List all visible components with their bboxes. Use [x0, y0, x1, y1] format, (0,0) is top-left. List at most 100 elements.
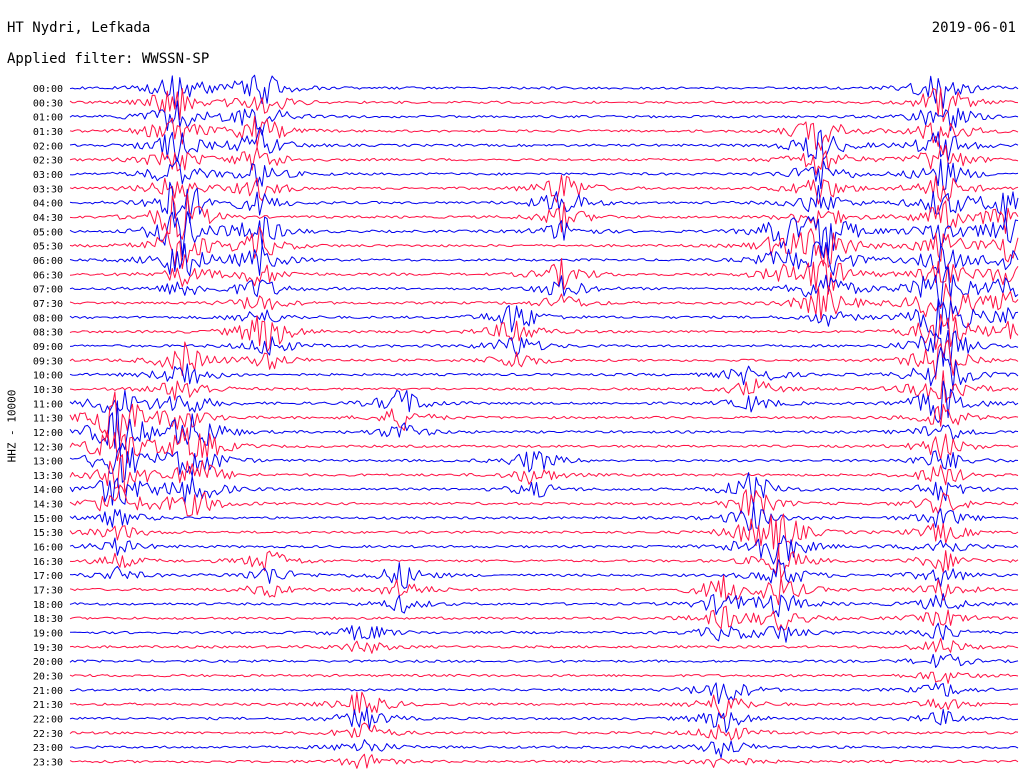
time-label-2000: 20:00 [33, 657, 63, 668]
time-label-0630: 06:30 [33, 270, 63, 281]
trace-1230 [69, 427, 1019, 464]
trace-1100 [69, 380, 1019, 423]
time-label-0200: 02:00 [33, 141, 63, 152]
trace-0700 [69, 266, 1019, 309]
trace-2200 [69, 707, 1019, 733]
time-label-0730: 07:30 [33, 299, 63, 310]
trace-0000 [69, 74, 1019, 109]
trace-0730 [69, 283, 1019, 322]
trace-0930 [69, 339, 1019, 380]
time-label-1730: 17:30 [33, 586, 63, 597]
time-label-1400: 14:00 [33, 485, 63, 496]
time-label-2330: 23:30 [33, 758, 63, 769]
trace-1800 [69, 593, 1019, 618]
trace-0900 [69, 329, 1019, 367]
time-label-1530: 15:30 [33, 528, 63, 539]
trace-0400 [69, 181, 1019, 224]
time-label-1700: 17:00 [33, 571, 63, 582]
time-label-2130: 21:30 [33, 700, 63, 711]
time-label-0400: 04:00 [33, 199, 63, 210]
time-label-2230: 22:30 [33, 729, 63, 740]
trace-1500 [69, 503, 1019, 531]
station-title: HT Nydri, Lefkada [7, 20, 151, 36]
trace-2100 [69, 682, 1018, 705]
trace-1730 [69, 574, 1019, 606]
time-label-0300: 03:00 [33, 170, 63, 181]
trace-1930 [69, 637, 1019, 654]
time-label-1630: 16:30 [33, 557, 63, 568]
time-label-1130: 11:30 [33, 414, 63, 425]
trace-0600 [69, 241, 1019, 277]
trace-0430 [69, 193, 1019, 240]
trace-1830 [69, 605, 1019, 631]
trace-0830 [69, 313, 1019, 353]
time-label-1200: 12:00 [33, 428, 63, 439]
time-tick-labels: 00:00 00:30 01:00 01:30 02:00 02:30 03:00 03:30… [33, 84, 63, 769]
time-label-0530: 05:30 [33, 242, 63, 253]
time-label-1100: 11:00 [33, 399, 63, 410]
time-label-1500: 15:00 [33, 514, 63, 525]
time-label-0900: 09:00 [33, 342, 63, 353]
trace-1630 [69, 548, 1019, 579]
time-label-0500: 05:00 [33, 227, 63, 238]
trace-1130 [69, 391, 1019, 442]
time-label-1230: 12:30 [33, 442, 63, 453]
trace-1600 [69, 535, 1019, 565]
time-label-0130: 01:30 [33, 127, 63, 138]
trace-2300 [69, 739, 1019, 759]
trace-0200 [69, 126, 1019, 162]
time-label-0230: 02:30 [33, 156, 63, 167]
time-label-0430: 04:30 [33, 213, 63, 224]
seismic-traces [69, 74, 1019, 769]
trace-1300 [69, 446, 1019, 483]
time-label-0930: 09:30 [33, 356, 63, 367]
trace-2030 [69, 671, 1019, 684]
trace-0030 [69, 87, 1019, 123]
time-label-1600: 16:00 [33, 543, 63, 554]
trace-0130 [69, 115, 1019, 151]
trace-1700 [69, 559, 1019, 589]
time-label-0100: 01:00 [33, 113, 63, 124]
time-label-0600: 06:00 [33, 256, 63, 267]
time-label-1930: 19:30 [33, 643, 63, 654]
date-label: 2019-06-01 [931, 20, 1016, 36]
trace-0230 [69, 144, 1019, 176]
time-label-0800: 08:00 [33, 313, 63, 324]
trace-0630 [69, 258, 1019, 295]
time-label-0830: 08:30 [33, 328, 63, 339]
time-label-1000: 10:00 [33, 371, 63, 382]
time-label-2200: 22:00 [33, 715, 63, 726]
trace-1900 [69, 622, 1019, 643]
trace-0800 [69, 298, 1019, 336]
time-label-1300: 13:00 [33, 457, 63, 468]
trace-2230 [69, 722, 1019, 741]
trace-1200 [69, 400, 1019, 453]
trace-1400 [69, 472, 1019, 507]
time-label-0000: 00:00 [33, 84, 63, 95]
trace-0330 [69, 174, 1019, 205]
trace-0500 [69, 211, 1019, 259]
trace-0100 [69, 100, 1019, 136]
time-label-1830: 18:30 [33, 614, 63, 625]
trace-0300 [69, 158, 1019, 191]
time-label-0030: 00:30 [33, 98, 63, 109]
trace-0530 [69, 226, 1019, 270]
trace-2130 [69, 691, 1019, 720]
trace-1430 [69, 484, 1019, 517]
time-label-0700: 07:00 [33, 285, 63, 296]
filter-label: Applied filter: WWSSN-SP [7, 51, 210, 67]
time-label-1330: 13:30 [33, 471, 63, 482]
time-label-1430: 14:30 [33, 500, 63, 511]
trace-2000 [69, 653, 1019, 668]
trace-1330 [69, 454, 1019, 494]
trace-1030 [69, 370, 1019, 403]
trace-2330 [69, 753, 1019, 769]
time-label-0330: 03:30 [33, 184, 63, 195]
time-label-1030: 10:30 [33, 385, 63, 396]
time-label-2030: 20:30 [33, 672, 63, 683]
trace-1530 [69, 513, 1019, 553]
time-label-1800: 18:00 [33, 600, 63, 611]
time-label-1900: 19:00 [33, 629, 63, 640]
time-label-2100: 21:00 [33, 686, 63, 697]
